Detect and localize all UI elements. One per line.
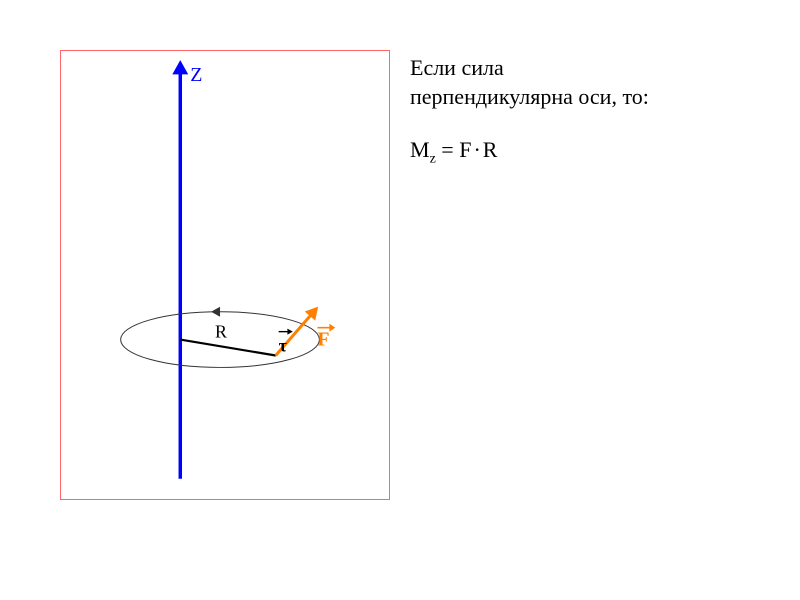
formula-M: M [410, 137, 430, 162]
moment-formula: Mz = F·R [410, 137, 740, 167]
tangent-tau: τ [279, 329, 293, 356]
z-axis: Z [172, 60, 202, 479]
formula-eq: = [436, 137, 459, 162]
formula-R: R [483, 137, 498, 162]
annotation-panel: Если сила перпендикулярна оси, то: Mz = … [410, 50, 740, 510]
z-axis-label: Z [190, 64, 202, 86]
z-axis-arrowhead [172, 60, 188, 74]
caption-line1: Если сила [410, 55, 504, 80]
caption-text: Если сила перпендикулярна оси, то: [410, 54, 740, 111]
radius-line [180, 340, 275, 356]
tau-over-arrow [279, 329, 293, 335]
tau-label: τ [279, 336, 288, 356]
radius-label: R [215, 322, 227, 342]
formula-dot: · [471, 137, 482, 162]
force-label: F [317, 329, 329, 351]
radius-vector: R [180, 322, 275, 356]
caption-line2: перпендикулярна оси, то: [410, 84, 649, 109]
formula-F: F [459, 137, 471, 162]
physics-diagram-svg: Z R τ [61, 51, 389, 499]
force-label-group: F [317, 324, 335, 351]
orbit-direction-arrowhead [211, 307, 220, 317]
diagram-frame: Z R τ [60, 50, 390, 500]
